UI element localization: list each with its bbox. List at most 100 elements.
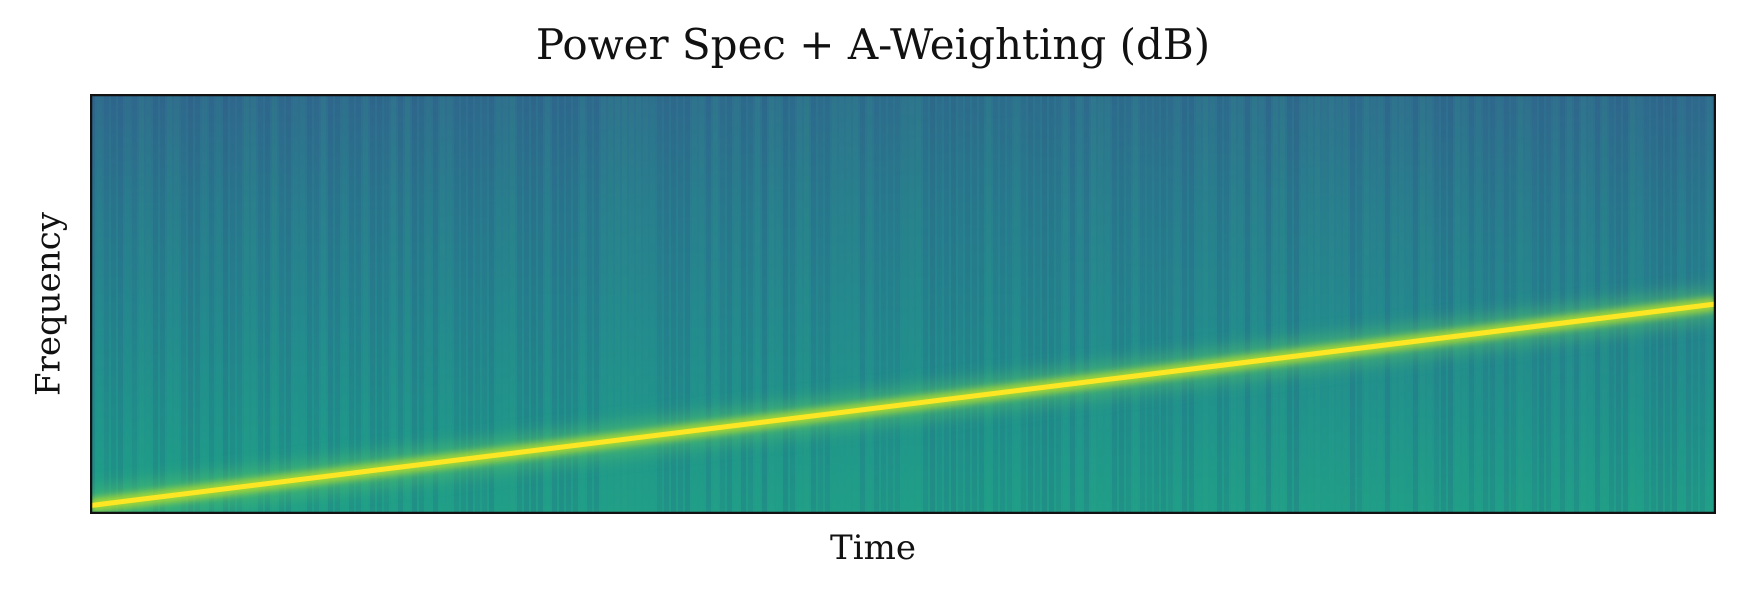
spectrogram-frame [1217,94,1222,514]
spectrogram-frame [1112,94,1117,514]
spectrogram-frame [1343,94,1348,514]
spectrogram-frame [930,94,935,514]
spectrogram-frame [1175,94,1180,514]
spectrogram-frame [1490,94,1495,514]
chart-title: Power Spec + A-Weighting (dB) [535,20,1211,69]
spectrogram-frame [1420,94,1425,514]
spectrogram-frame [265,94,270,514]
spectrogram-frame [944,94,949,514]
spectrogram-frame [1357,94,1362,514]
spectrogram-frame [111,94,116,514]
spectrogram-frame [1546,94,1551,514]
y-axis-label-container: Frequency [28,94,70,514]
spectrogram-frame [1532,94,1537,514]
spectrogram-frame [1448,94,1453,514]
spectrogram-frame [1196,94,1201,514]
spectrogram-frame [769,94,774,514]
spectrogram-frame [307,94,312,514]
spectrogram-frame [1042,94,1047,514]
spectrogram-frame [132,94,137,514]
spectrogram-frame [188,94,193,514]
spectrogram-frame [1364,94,1369,514]
spectrogram-frame [559,94,564,514]
spectrogram-frame [398,94,403,514]
spectrogram-frame [993,94,998,514]
spectrogram-frame [510,94,515,514]
spectrogram-frame [1350,94,1355,514]
spectrogram-frame [1469,94,1474,514]
spectrogram-frame [545,94,550,514]
spectrogram-frame [965,94,970,514]
spectrogram-frame [209,94,214,514]
spectrogram-frame [888,94,893,514]
spectrogram-frame [825,94,830,514]
spectrogram-frame [685,94,690,514]
spectrogram-frame [272,94,277,514]
spectrogram-frame [881,94,886,514]
spectrogram-frame [1525,94,1530,514]
spectrogram-frame [251,94,256,514]
spectrogram-frame [1147,94,1152,514]
spectrogram-frame [657,94,662,514]
spectrogram-frame [916,94,921,514]
spectrogram-frame [1098,94,1103,514]
spectrogram-frame [622,94,627,514]
spectrogram-frame [713,94,718,514]
spectrogram-frame [895,94,900,514]
spectrogram-frame [720,94,725,514]
spectrogram-frame [1511,94,1516,514]
spectrogram-frame [832,94,837,514]
spectrogram-frame [1231,94,1236,514]
spectrogram-frame [951,94,956,514]
spectrogram-frame [909,94,914,514]
spectrogram-frame [216,94,221,514]
spectrogram-frame [146,94,151,514]
spectrogram-frame [573,94,578,514]
spectrogram-frame [1518,94,1523,514]
spectrogram-frame [139,94,144,514]
spectrogram-frame [1119,94,1124,514]
spectrogram-frame [1084,94,1089,514]
spectrogram-frame [552,94,557,514]
spectrogram-frame [244,94,249,514]
spectrogram-frame [1553,94,1558,514]
plot-frame [90,94,1716,514]
spectrogram-frame [762,94,767,514]
spectrogram-frame [391,94,396,514]
spectrogram-frame [1154,94,1159,514]
spectrogram-frame [986,94,991,514]
spectrogram-frame [1371,94,1376,514]
spectrogram-frame [90,94,95,514]
spectrogram-frame [1427,94,1432,514]
spectrogram-frame [1210,94,1215,514]
spectrogram-frame [356,94,361,514]
spectrogram-frame [1182,94,1187,514]
spectrogram-frame [1560,94,1565,514]
spectrogram-frame [1574,94,1579,514]
spectrogram-frame [1315,94,1320,514]
spectrogram-frame [1322,94,1327,514]
spectrogram-frame [636,94,641,514]
spectrogram-frame [1476,94,1481,514]
spectrogram-frame [104,94,109,514]
spectrogram-frame [1455,94,1460,514]
spectrogram-frame [531,94,536,514]
spectrogram-frame [706,94,711,514]
spectrogram-frame [958,94,963,514]
spectrogram-frame [804,94,809,514]
spectrogram-frame [692,94,697,514]
x-axis-label: Time [830,528,916,568]
spectrogram-frame [496,94,501,514]
spectrogram-frame [1000,94,1005,514]
spectrogram-frame [811,94,816,514]
spectrogram-frame [384,94,389,514]
spectrogram-frame [1273,94,1278,514]
spectrogram-frame [258,94,263,514]
spectrogram-frame [608,94,613,514]
spectrogram-frame [195,94,200,514]
spectrogram-frame [734,94,739,514]
spectrogram-frame [454,94,459,514]
spectrogram-frame [1238,94,1243,514]
spectrogram-frame [1168,94,1173,514]
spectrogram-frame [1301,94,1306,514]
